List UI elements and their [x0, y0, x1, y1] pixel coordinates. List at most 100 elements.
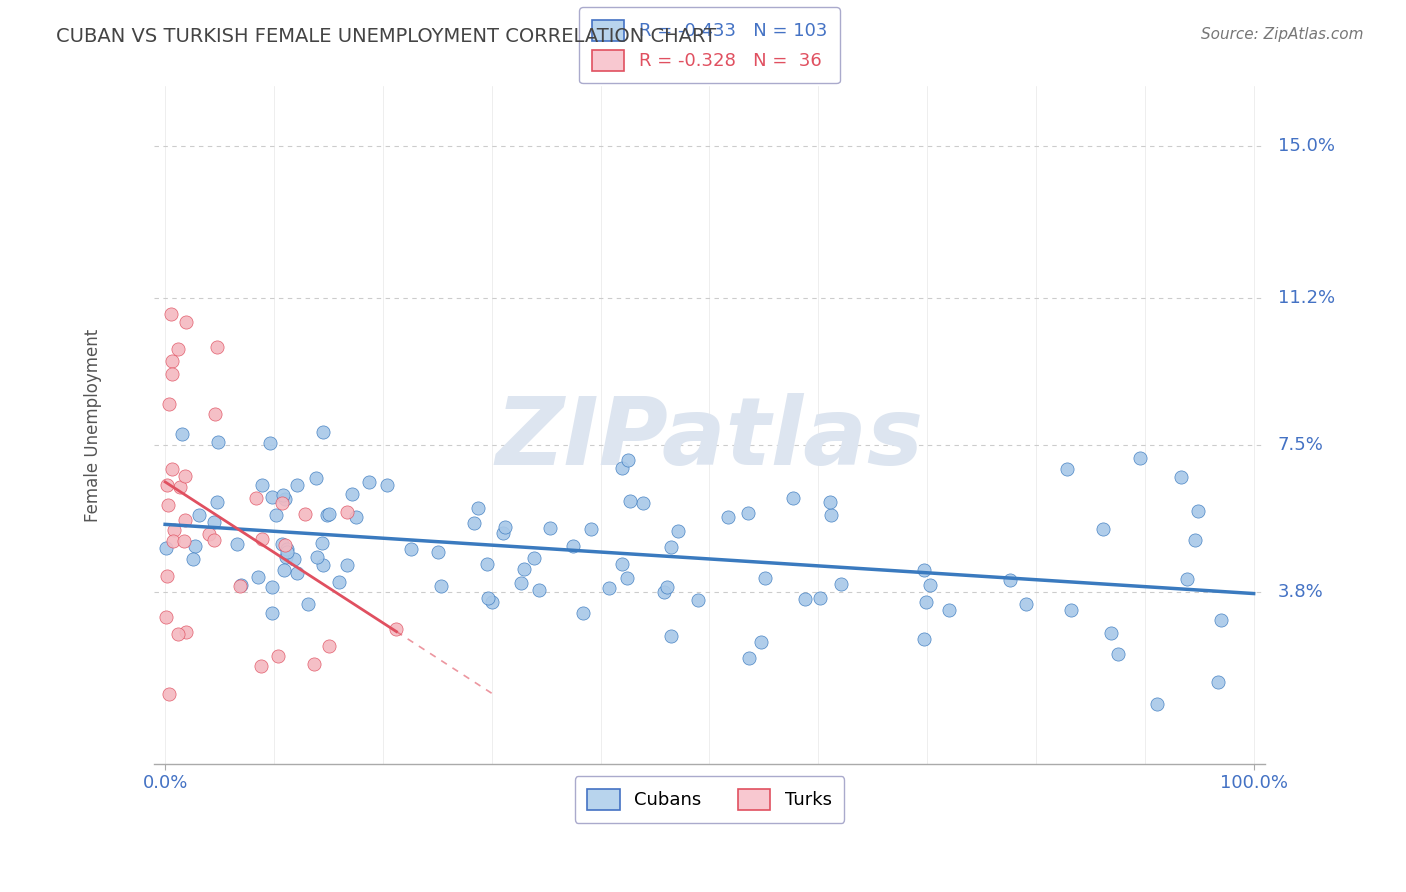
- Point: [167, 343, 190, 357]
- Point: [205, 495, 228, 509]
- Point: [659, 629, 682, 643]
- Text: 15.0%: 15.0%: [1278, 137, 1334, 155]
- Point: [157, 498, 180, 512]
- Text: 7.5%: 7.5%: [1278, 436, 1324, 454]
- Point: [267, 648, 290, 663]
- Point: [305, 550, 328, 565]
- Point: [163, 523, 186, 537]
- Point: [262, 606, 284, 620]
- Point: [1184, 533, 1206, 548]
- Point: [316, 508, 339, 522]
- Point: [202, 516, 225, 530]
- Point: [477, 591, 499, 606]
- Point: [250, 532, 273, 546]
- Point: [276, 544, 298, 558]
- Point: [659, 540, 682, 554]
- Point: [302, 657, 325, 672]
- Point: [375, 478, 398, 492]
- Point: [1014, 597, 1036, 611]
- Point: [598, 581, 620, 595]
- Point: [174, 624, 197, 639]
- Point: [1060, 603, 1083, 617]
- Text: ZIPatlas: ZIPatlas: [495, 392, 924, 484]
- Text: 11.2%: 11.2%: [1278, 289, 1336, 307]
- Point: [197, 527, 219, 541]
- Point: [294, 508, 316, 522]
- Point: [579, 522, 602, 536]
- Point: [167, 626, 190, 640]
- Point: [427, 545, 450, 559]
- Point: [475, 557, 498, 571]
- Point: [793, 592, 815, 607]
- Point: [572, 607, 595, 621]
- Point: [820, 508, 842, 523]
- Text: Female Unemployment: Female Unemployment: [84, 328, 103, 522]
- Point: [616, 571, 638, 585]
- Point: [274, 549, 297, 564]
- Text: 3.8%: 3.8%: [1278, 583, 1323, 601]
- Point: [225, 537, 247, 551]
- Point: [271, 537, 294, 551]
- Point: [271, 488, 294, 502]
- Point: [1091, 522, 1114, 536]
- Point: [187, 508, 209, 522]
- Point: [818, 494, 841, 508]
- Point: [467, 501, 489, 516]
- Point: [176, 315, 198, 329]
- Point: [737, 507, 759, 521]
- Point: [250, 659, 273, 673]
- Point: [1209, 613, 1232, 627]
- Point: [204, 407, 226, 421]
- Point: [612, 558, 634, 572]
- Point: [160, 462, 183, 476]
- Point: [915, 595, 938, 609]
- Point: [260, 490, 283, 504]
- Point: [686, 593, 709, 607]
- Point: [538, 521, 561, 535]
- Point: [749, 635, 772, 649]
- Point: [297, 598, 319, 612]
- Point: [912, 632, 935, 647]
- Point: [912, 563, 935, 577]
- Point: [207, 434, 229, 449]
- Point: [174, 513, 197, 527]
- Point: [155, 610, 177, 624]
- Point: [184, 539, 207, 553]
- Point: [652, 584, 675, 599]
- Point: [273, 563, 295, 577]
- Point: [1187, 504, 1209, 518]
- Point: [529, 583, 551, 598]
- Point: [264, 508, 287, 522]
- Point: [276, 541, 298, 556]
- Point: [492, 526, 515, 541]
- Point: [311, 535, 333, 549]
- Point: [401, 542, 423, 557]
- Point: [1206, 675, 1229, 690]
- Point: [336, 558, 359, 573]
- Point: [617, 453, 640, 467]
- Point: [157, 687, 180, 701]
- Point: [1146, 697, 1168, 711]
- Point: [737, 651, 759, 665]
- Point: [1056, 462, 1078, 476]
- Point: [512, 561, 534, 575]
- Point: [311, 425, 333, 439]
- Point: [283, 551, 305, 566]
- Text: Source: ZipAtlas.com: Source: ZipAtlas.com: [1201, 27, 1364, 42]
- Point: [172, 427, 194, 442]
- Point: [205, 340, 228, 354]
- Point: [344, 510, 367, 524]
- Point: [430, 579, 453, 593]
- Point: [998, 573, 1021, 587]
- Point: [231, 578, 253, 592]
- Point: [156, 478, 179, 492]
- Point: [229, 579, 252, 593]
- Point: [260, 580, 283, 594]
- Point: [252, 477, 274, 491]
- Point: [619, 493, 641, 508]
- Point: [274, 491, 297, 506]
- Point: [311, 558, 333, 573]
- Point: [162, 533, 184, 548]
- Point: [259, 436, 281, 450]
- Point: [918, 577, 941, 591]
